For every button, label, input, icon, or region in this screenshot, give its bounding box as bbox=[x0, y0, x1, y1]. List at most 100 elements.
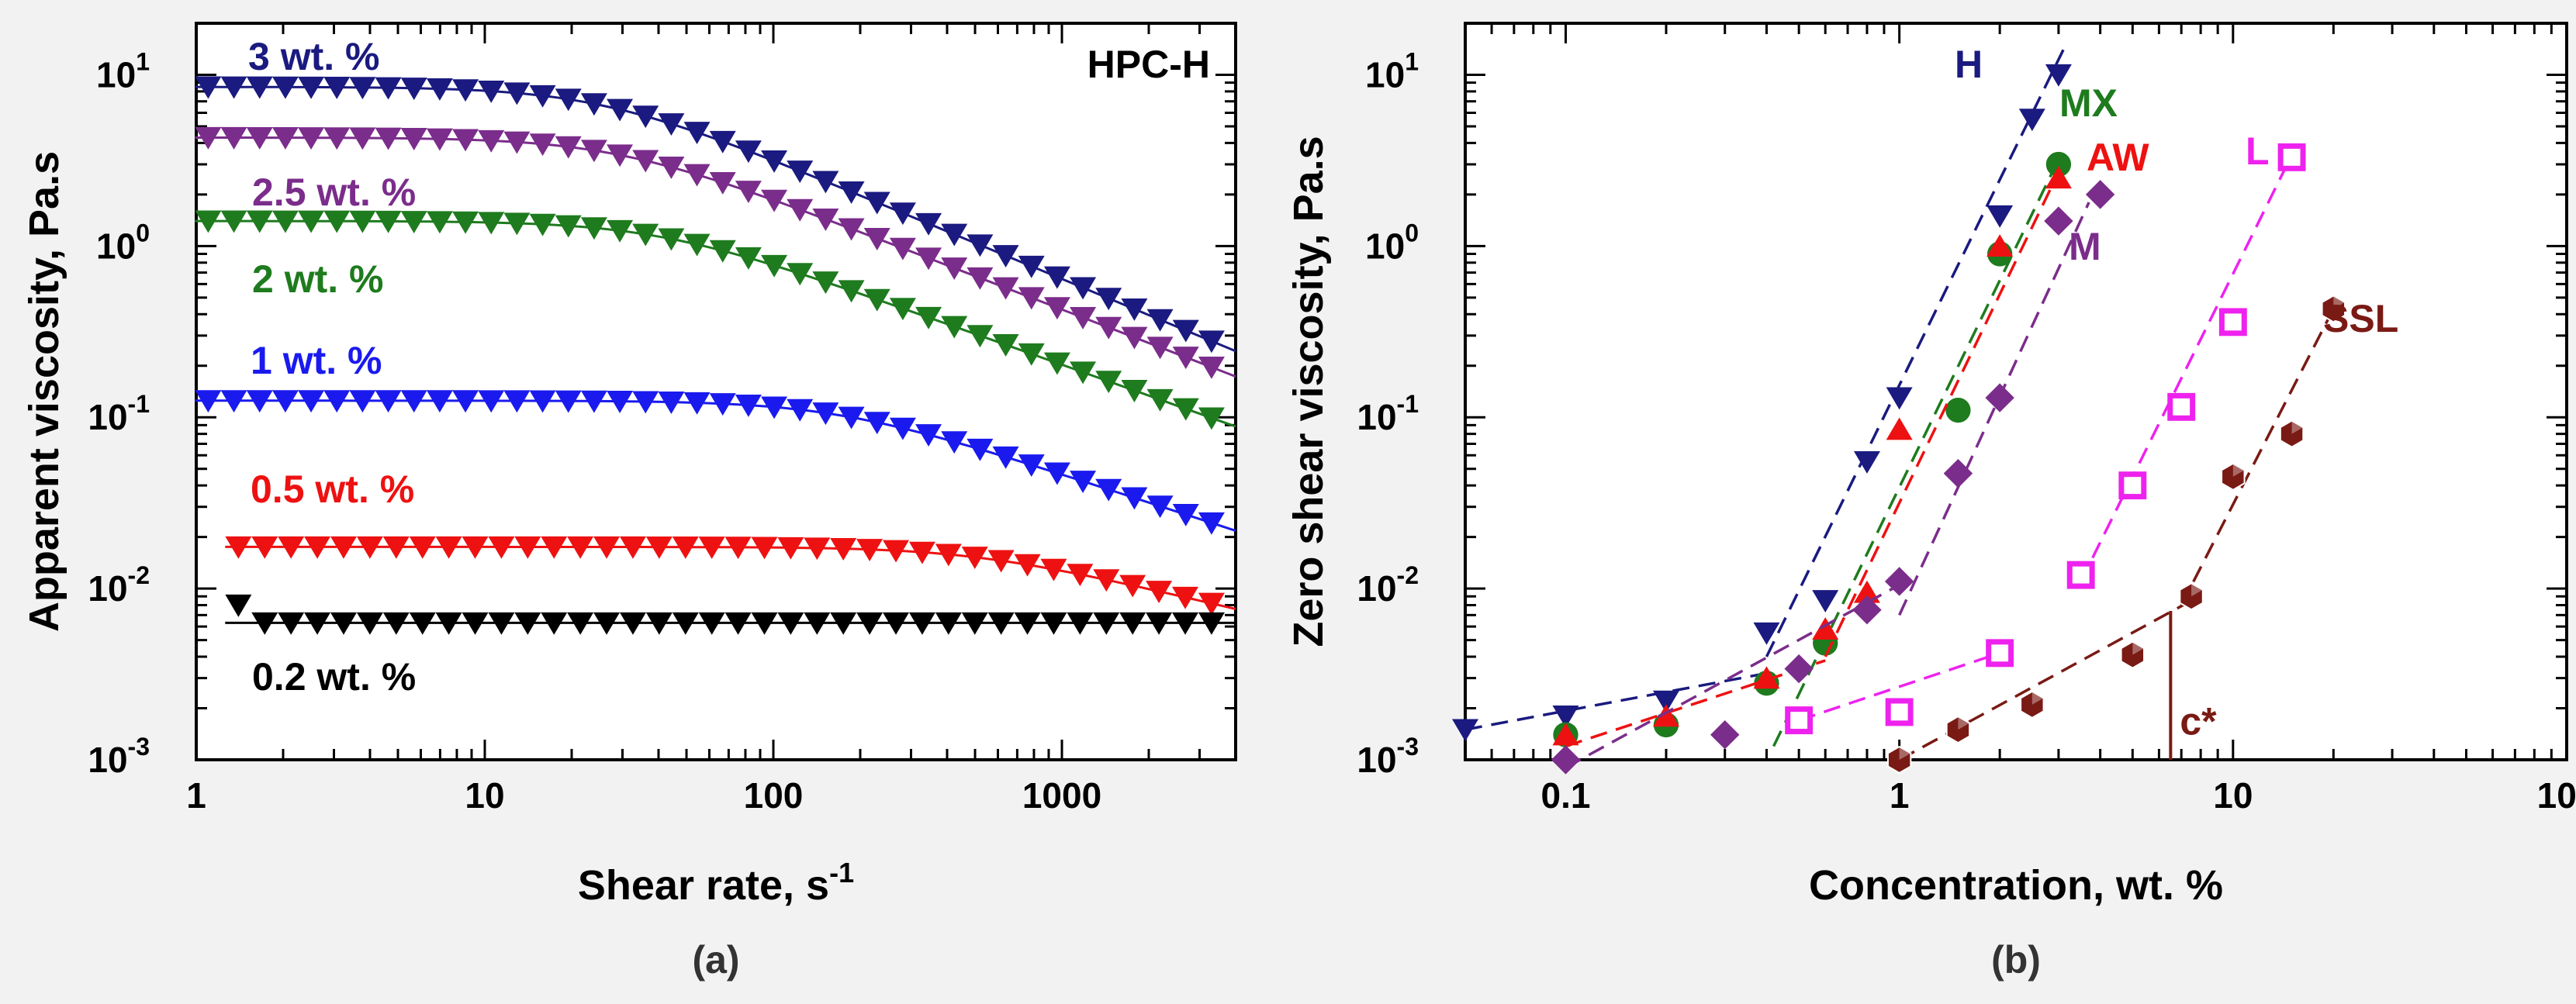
panel-a-point-2 bbox=[375, 210, 402, 233]
panel-b-point-H bbox=[1753, 622, 1780, 645]
panel-b-point-SSL-shade bbox=[2132, 641, 2145, 655]
panel-a-point-4 bbox=[567, 536, 594, 559]
panel-a-point-2 bbox=[1172, 398, 1199, 421]
panel-b-x-tick-label: 1 bbox=[1890, 775, 1910, 816]
panel-a-point-2 bbox=[555, 215, 582, 238]
panel-a-point-3 bbox=[271, 390, 299, 413]
panel-b-point-SSL bbox=[2020, 690, 2045, 719]
panel-a-point-0 bbox=[246, 76, 273, 99]
panel-a-point-0 bbox=[812, 171, 839, 194]
panel-a-point-2 bbox=[915, 306, 942, 329]
panel-b-point-SSL-shade bbox=[2031, 691, 2044, 705]
panel-a-point-5 bbox=[645, 612, 673, 635]
panel-a-point-3 bbox=[889, 417, 916, 440]
panel-a-point-0 bbox=[1146, 309, 1174, 332]
panel-a-point-4 bbox=[435, 536, 462, 559]
panel-a-point-3 bbox=[220, 390, 247, 413]
panel-b-point-H bbox=[1452, 719, 1478, 742]
panel-a-point-4 bbox=[619, 536, 646, 559]
panel-b-point-SSL bbox=[1886, 745, 1912, 775]
panel-a-point-3 bbox=[812, 402, 839, 426]
panel-b-point-AW bbox=[1753, 666, 1780, 689]
panel-a-point-1 bbox=[915, 247, 942, 271]
panel-a-point-2 bbox=[452, 211, 479, 234]
panel-b-point-AW bbox=[1886, 417, 1913, 440]
panel-a-point-3 bbox=[195, 390, 222, 413]
panel-a-point-3 bbox=[1172, 504, 1199, 526]
panel-a-point-1 bbox=[426, 128, 453, 151]
panel-a-point-5 bbox=[514, 612, 541, 635]
panel-a-point-2 bbox=[426, 211, 453, 234]
panel-a-point-3 bbox=[863, 412, 890, 435]
panel-a-series-label-0: 3 wt. % bbox=[248, 35, 379, 78]
panel-b-point-AW bbox=[2045, 166, 2072, 189]
panel-a-point-5 bbox=[1198, 612, 1225, 635]
panel-a-point-0 bbox=[349, 77, 376, 100]
panel-b-fit-line-H-1 bbox=[1765, 49, 2065, 657]
panel-a-point-0 bbox=[220, 76, 247, 99]
panel-a-point-5 bbox=[330, 612, 357, 635]
panel-a-point-1 bbox=[478, 129, 505, 153]
panel-a-point-0 bbox=[271, 76, 299, 99]
panel-a-x-tick-label: 100 bbox=[744, 775, 804, 816]
panel-a-point-5 bbox=[304, 612, 331, 635]
panel-b-point-AW bbox=[1552, 723, 1579, 746]
panel-b-point-M bbox=[1784, 654, 1814, 684]
panel-a-point-0 bbox=[787, 160, 814, 184]
panel-a-y-tick-label: 101 bbox=[96, 47, 150, 95]
panel-a-point-5 bbox=[987, 612, 1015, 635]
panel-b-point-L bbox=[2218, 308, 2247, 336]
panel-a-point-5 bbox=[435, 612, 462, 635]
panel-a-point-0 bbox=[941, 223, 968, 247]
panel-a-point-1 bbox=[1198, 356, 1225, 379]
panel-a-point-2 bbox=[1018, 343, 1045, 366]
panel-a-point-1 bbox=[889, 237, 916, 260]
panel-a-point-0 bbox=[889, 202, 916, 226]
panel-a-point-2 bbox=[889, 298, 916, 321]
panel-a-point-1 bbox=[271, 127, 299, 150]
panel-a-point-3 bbox=[555, 390, 582, 413]
panel-a-point-4 bbox=[1146, 581, 1173, 604]
panel-a-point-1 bbox=[1172, 347, 1199, 370]
panel-b-series-label-MX: MX bbox=[2059, 81, 2118, 125]
panel-a-point-5 bbox=[488, 612, 515, 635]
panel-a-point-4 bbox=[462, 536, 489, 559]
panel-b-point-M bbox=[2044, 206, 2073, 236]
panel-a-point-2 bbox=[863, 288, 890, 312]
panel-a-point-5 bbox=[698, 612, 725, 635]
panel-a-point-3 bbox=[761, 396, 788, 419]
panel-a-point-3 bbox=[658, 392, 685, 414]
panel-a-point-2 bbox=[503, 212, 531, 236]
panel-a-point-3 bbox=[915, 424, 942, 447]
panel-a-point-5 bbox=[278, 612, 305, 635]
panel-a-point-2 bbox=[1095, 371, 1122, 394]
panel-a-point-1 bbox=[400, 128, 427, 150]
panel-a-series-label-1: 2.5 wt. % bbox=[252, 171, 416, 214]
panel-a-point-4 bbox=[1067, 564, 1094, 587]
panel-b-point-SSL bbox=[2279, 419, 2305, 448]
panel-a-series-label-4: 0.5 wt. % bbox=[251, 467, 414, 511]
panel-b-point-H bbox=[1552, 706, 1579, 728]
panel-a-point-1 bbox=[632, 150, 659, 173]
panel-a-point-1 bbox=[607, 144, 634, 167]
panel-a-point-5 bbox=[619, 612, 646, 635]
panel-b-point-AW bbox=[1652, 704, 1679, 727]
panel-a-point-5 bbox=[462, 612, 489, 635]
panel-a-point-2 bbox=[195, 210, 222, 233]
panel-a-point-5 bbox=[883, 612, 910, 635]
panel-a-point-5 bbox=[751, 612, 778, 635]
panel-a-point-0 bbox=[580, 93, 607, 116]
panel-a-point-5 bbox=[567, 612, 594, 635]
panel-a-point-5 bbox=[777, 612, 804, 635]
panel-b-point-L bbox=[2118, 471, 2147, 500]
panel-b-y-axis-title: Zero shear viscosity, Pa.s bbox=[1285, 136, 1332, 647]
panel-a-point-1 bbox=[1018, 287, 1045, 310]
panel-a-point-3 bbox=[478, 390, 505, 413]
panel-a-point-3 bbox=[580, 390, 607, 413]
panel-b-point-MX bbox=[1945, 397, 1971, 423]
panel-b-point-H bbox=[1853, 450, 1880, 474]
panel-b-y-tick-label: 100 bbox=[1365, 219, 1419, 266]
panel-b-point-AW bbox=[1853, 580, 1880, 603]
panel-a-point-0 bbox=[966, 234, 994, 257]
panel-b-point-L bbox=[2277, 143, 2306, 171]
